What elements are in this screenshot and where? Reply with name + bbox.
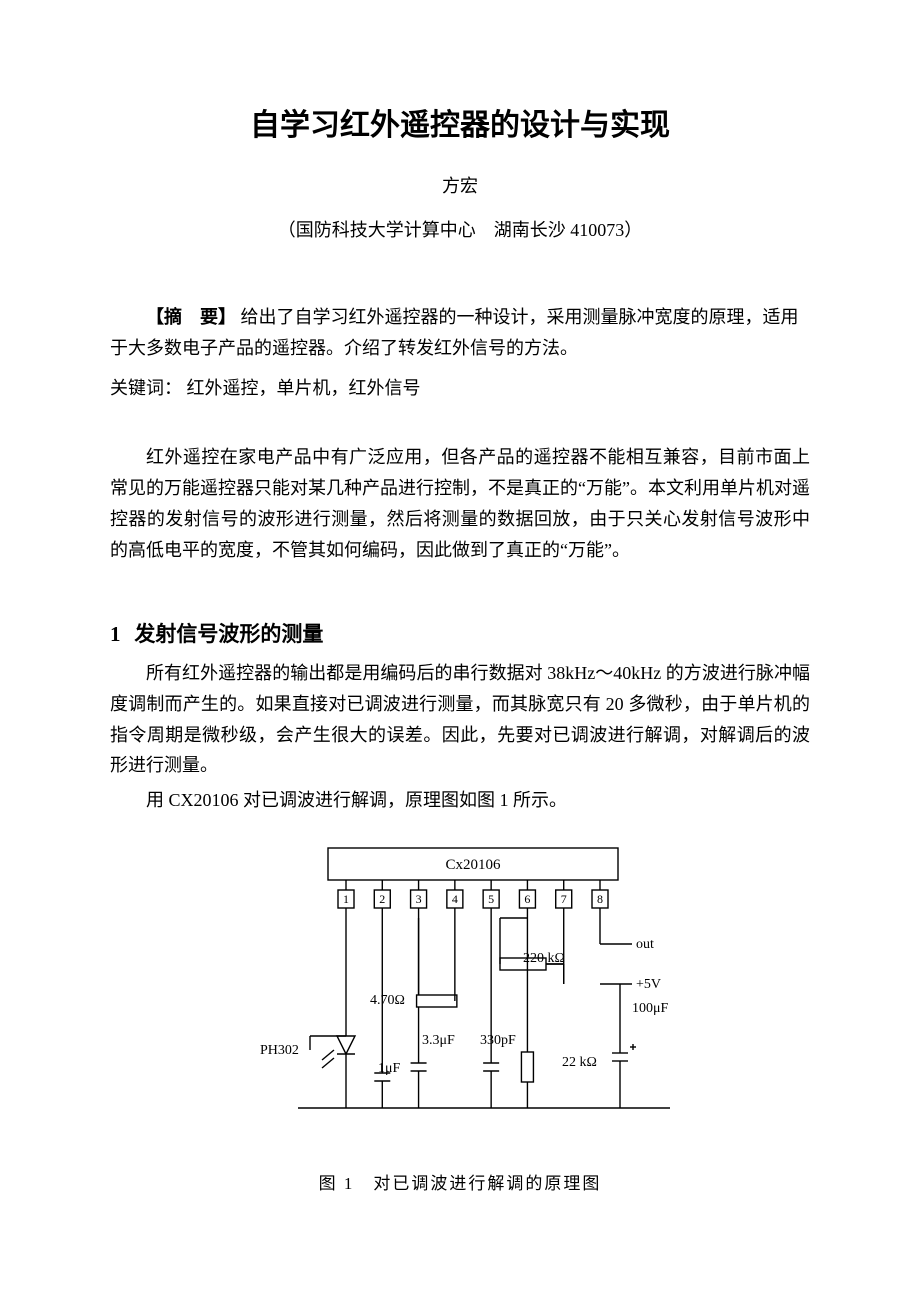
keywords-text: 红外遥控，单片机，红外信号 (187, 378, 421, 398)
svg-text:out: out (636, 937, 654, 952)
svg-text:3: 3 (416, 892, 422, 906)
author: 方宏 (110, 172, 810, 198)
paper-title: 自学习红外遥控器的设计与实现 (110, 100, 810, 144)
svg-text:5: 5 (488, 892, 494, 906)
svg-text:22 kΩ: 22 kΩ (562, 1055, 597, 1070)
svg-text:+5V: +5V (636, 977, 661, 992)
svg-text:4: 4 (452, 892, 458, 906)
svg-text:7: 7 (561, 892, 567, 906)
keywords-label: 关键词： (110, 378, 182, 398)
svg-text:Cx20106: Cx20106 (445, 857, 501, 873)
abstract: 【摘 要】 给出了自学习红外遥控器的一种设计，采用测量脉冲宽度的原理，适用于大多… (110, 302, 810, 363)
svg-text:2: 2 (379, 892, 385, 906)
svg-text:1μF: 1μF (378, 1061, 401, 1076)
svg-text:1: 1 (343, 892, 349, 906)
svg-text:6: 6 (524, 892, 530, 906)
affiliation: （国防科技大学计算中心 湖南长沙 410073） (110, 216, 810, 242)
svg-text:3.3μF: 3.3μF (422, 1033, 455, 1048)
figure-1: Cx20106 1 2 3 4 5 6 7 8 out +5V 220 kΩ 4.70Ω 3.3μF 330… (110, 836, 810, 1194)
svg-text:220 kΩ: 220 kΩ (523, 951, 565, 966)
section-1-heading: 1 发射信号波形的测量 (110, 618, 810, 648)
svg-text:8: 8 (597, 892, 603, 906)
section-1-p2: 用 CX20106 对已调波进行解调，原理图如图 1 所示。 (110, 785, 810, 816)
intro-paragraph: 红外遥控在家电产品中有广泛应用，但各产品的遥控器不能相互兼容，目前市面上常见的万… (110, 442, 810, 566)
svg-text:4.70Ω: 4.70Ω (370, 993, 405, 1008)
keywords: 关键词： 红外遥控，单片机，红外信号 (110, 373, 810, 404)
figure-1-caption: 图 1 对已调波进行解调的原理图 (110, 1169, 810, 1194)
circuit-diagram: Cx20106 1 2 3 4 5 6 7 8 out +5V 220 kΩ 4.70Ω 3.3μF 330… (240, 836, 680, 1156)
abstract-label: 【摘 要】 (146, 307, 236, 327)
svg-text:PH302: PH302 (260, 1043, 299, 1058)
svg-text:100μF: 100μF (632, 1001, 669, 1016)
svg-text:330pF: 330pF (480, 1033, 516, 1048)
section-1-number: 1 (110, 622, 121, 646)
section-1-title: 发射信号波形的测量 (134, 623, 323, 646)
section-1-p1: 所有红外遥控器的输出都是用编码后的串行数据对 38kHz～40kHz 的方波进行… (110, 658, 810, 782)
